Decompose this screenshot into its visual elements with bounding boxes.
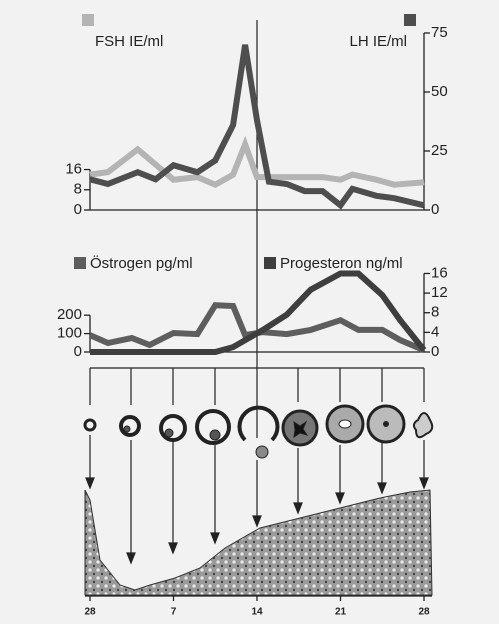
y2-tick-label: 25 — [431, 142, 448, 159]
x-tick-label: 28 — [418, 607, 430, 618]
page: 08160255075FSH IE/mlLH IE/ml010020004812… — [0, 0, 499, 624]
y2-tick-label: 50 — [431, 83, 448, 100]
legend-swatch — [82, 14, 94, 26]
y2-tick-label: 0 — [431, 343, 439, 360]
legend-label: Progesteron ng/ml — [280, 255, 403, 272]
legend-label: Östrogen pg/ml — [90, 254, 193, 272]
legend-swatch — [264, 257, 276, 269]
x-tick-label: 14 — [251, 607, 263, 618]
y2-tick-label: 12 — [431, 284, 448, 301]
y2-tick-label: 0 — [431, 201, 439, 218]
x-tick-label: 28 — [84, 607, 96, 618]
y-tick-label: 100 — [57, 325, 82, 342]
legend-swatch — [74, 257, 86, 269]
x-tick-label: 21 — [335, 607, 347, 618]
y-tick-label: 0 — [74, 343, 82, 360]
y2-tick-label: 4 — [431, 323, 439, 340]
y-tick-label: 200 — [57, 306, 82, 323]
legend-label: LH IE/ml — [349, 33, 407, 50]
y2-tick-label: 8 — [431, 304, 439, 321]
legend-label: FSH IE/ml — [95, 33, 163, 50]
y-tick-label: 16 — [65, 161, 82, 178]
chart: 08160255075FSH IE/mlLH IE/ml010020004812… — [0, 0, 499, 624]
y-tick-label: 8 — [74, 181, 82, 198]
y-tick-label: 0 — [74, 201, 82, 218]
legend-swatch — [404, 14, 416, 26]
y2-tick-label: 75 — [431, 24, 448, 41]
x-tick-label: 7 — [171, 607, 177, 618]
y2-tick-label: 16 — [431, 264, 448, 281]
